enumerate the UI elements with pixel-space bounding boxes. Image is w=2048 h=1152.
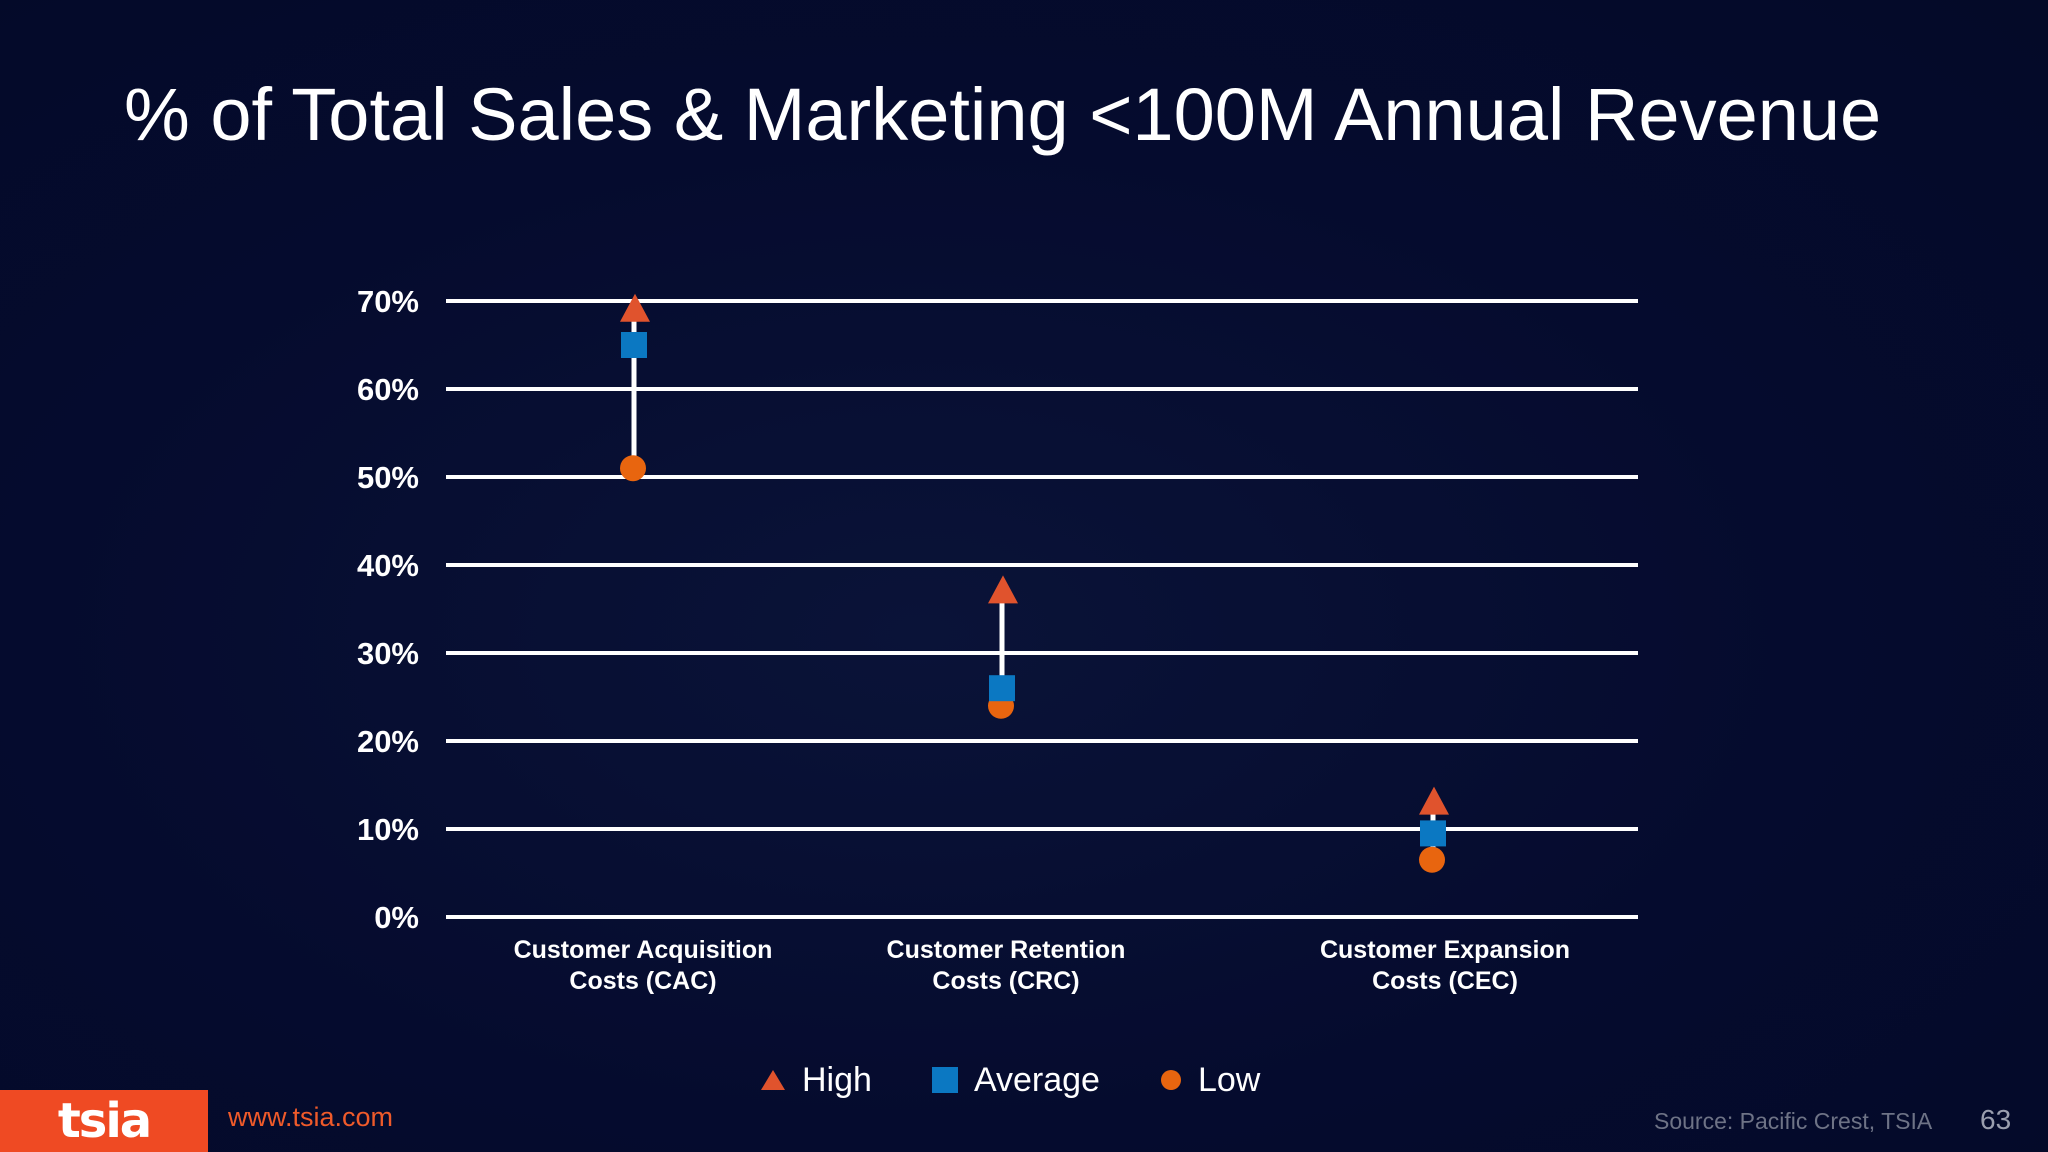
- average-point: [621, 332, 647, 358]
- y-tick-label: 60%: [357, 372, 419, 407]
- y-tick-label: 0%: [374, 900, 419, 935]
- y-tick-label: 50%: [357, 460, 419, 495]
- high-point: [620, 293, 650, 322]
- legend-label-low: Low: [1197, 1060, 1261, 1099]
- y-tick-label: 10%: [357, 812, 419, 847]
- category-label: Costs (CEC): [1372, 967, 1518, 995]
- category-label: Customer Acquisition: [514, 936, 773, 964]
- y-tick-label: 70%: [357, 284, 419, 319]
- slide-title: % of Total Sales & Marketing <100M Annua…: [124, 73, 1882, 156]
- tsia-logo: tsia: [57, 1093, 152, 1149]
- source-note: Source: Pacific Crest, TSIA: [1654, 1108, 1933, 1134]
- category-label: Costs (CAC): [569, 967, 716, 995]
- low-point: [1419, 846, 1445, 873]
- legend-item-average: Average: [931, 1060, 1100, 1100]
- low-point: [620, 455, 646, 482]
- average-point: [989, 675, 1015, 702]
- average-point: [1420, 820, 1446, 847]
- y-tick-label: 30%: [357, 636, 419, 671]
- high-point: [1419, 786, 1449, 815]
- category-label: Customer Expansion: [1320, 936, 1570, 964]
- legend-item-low: Low: [1160, 1061, 1260, 1100]
- chart-legend: High Average Low: [760, 1055, 1260, 1105]
- high-point: [988, 575, 1018, 604]
- y-tick-label: 20%: [357, 724, 419, 759]
- category-label: Costs (CRC): [932, 967, 1079, 995]
- circle-marker-icon: [1160, 1070, 1181, 1090]
- legend-item-high: High: [760, 1061, 872, 1100]
- y-tick-label: 40%: [357, 548, 419, 583]
- legend-label-average: Average: [973, 1060, 1100, 1099]
- triangle-marker-icon: [761, 1070, 785, 1090]
- page-number: 63: [1980, 1104, 2012, 1135]
- website-link[interactable]: www.tsia.com: [228, 1102, 394, 1132]
- brand-logo-box[interactable]: tsia: [0, 1090, 208, 1152]
- legend-label-high: High: [802, 1060, 872, 1099]
- category-label: Customer Retention: [887, 936, 1126, 964]
- square-marker-icon: [931, 1067, 958, 1093]
